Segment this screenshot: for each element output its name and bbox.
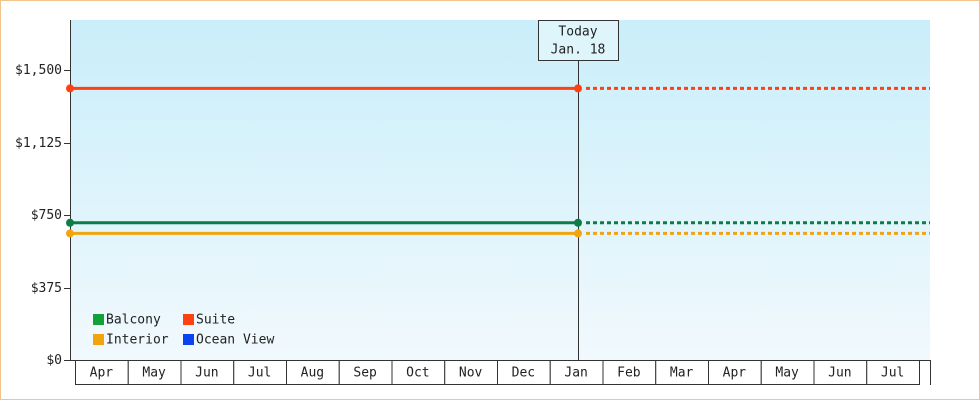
y-tick-label: $0 <box>46 353 62 368</box>
x-tick-label: May <box>775 366 799 381</box>
month-cell <box>497 360 551 385</box>
x-tick-label: Mar <box>670 366 694 381</box>
x-tick-label: Apr <box>723 366 747 381</box>
x-tick-label: Dec <box>512 366 535 381</box>
x-tick-label: Aug <box>301 366 324 381</box>
x-tick-label: Jul <box>248 366 271 381</box>
month-cell <box>233 360 287 385</box>
x-tick-label: Apr <box>90 366 114 381</box>
month-cell <box>549 360 604 385</box>
month-cell <box>391 360 446 385</box>
x-tick-label: Jul <box>881 366 904 381</box>
point <box>574 229 582 238</box>
month-cell <box>708 360 762 385</box>
plot-area <box>70 20 930 360</box>
point <box>574 84 582 93</box>
point <box>66 229 74 238</box>
month-cell <box>286 360 340 385</box>
point <box>66 84 74 93</box>
month-cell <box>602 360 657 385</box>
x-tick-label: Jun <box>195 366 218 381</box>
point <box>574 218 582 227</box>
x-tick-label: Jun <box>828 366 851 381</box>
month-cell <box>813 360 868 385</box>
y-tick-label: $375 <box>31 281 62 296</box>
x-tick-label: Sep <box>353 366 377 381</box>
today-box <box>538 20 619 61</box>
month-cell <box>338 360 393 385</box>
today-date: Jan. 18 <box>551 43 606 58</box>
x-tick-label: Nov <box>459 366 483 381</box>
month-cell <box>655 360 709 385</box>
legend-label: Suite <box>196 313 235 328</box>
point <box>66 218 74 227</box>
y-tick-label: $1,500 <box>15 63 62 78</box>
legend-label: Interior <box>106 333 169 348</box>
legend-swatch <box>93 334 104 345</box>
legend-label: Ocean View <box>196 333 274 348</box>
x-tick-label: Feb <box>617 366 641 381</box>
legend-swatch <box>93 314 104 325</box>
legend-swatch <box>183 314 194 325</box>
today-title: Today <box>558 25 597 40</box>
x-tick-label: Oct <box>406 366 429 381</box>
legend-label: Balcony <box>106 313 161 328</box>
y-tick-label: $750 <box>31 208 62 223</box>
y-tick-label: $1,125 <box>15 136 62 151</box>
legend-swatch <box>183 334 194 345</box>
x-tick-label: May <box>142 366 166 381</box>
month-cell <box>866 360 920 385</box>
month-cell <box>760 360 815 385</box>
x-tick-label: Jan <box>564 366 587 381</box>
